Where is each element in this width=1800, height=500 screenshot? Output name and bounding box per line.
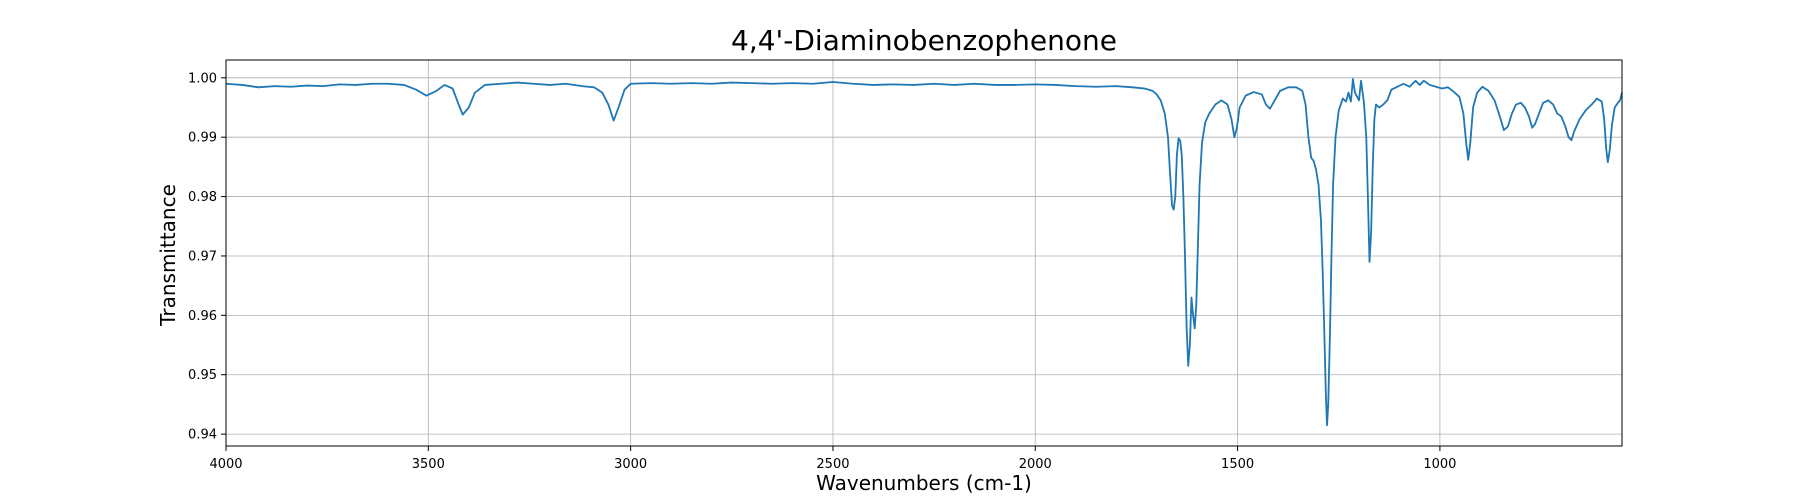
x-axis-title: Wavenumbers (cm-1) [816,471,1032,495]
x-tick-label: 2500 [816,457,849,472]
y-tick-label: 1.00 [188,71,217,86]
x-tick-label: 1500 [1221,457,1254,472]
y-axis-title: Transmittance [156,184,180,327]
x-tick-label: 4000 [209,457,242,472]
y-tick-label: 0.96 [188,309,217,324]
x-tick-label: 3500 [412,457,445,472]
y-tick-label: 0.94 [188,428,217,443]
x-tick-label: 2000 [1019,457,1052,472]
x-tick-label: 3000 [614,457,647,472]
y-tick-label: 0.99 [188,131,217,146]
y-tick-label: 0.97 [188,249,217,264]
chart-title: 4,4'-Diaminobenzophenone [731,24,1117,57]
y-tick-label: 0.95 [188,368,217,383]
plot-area: 4000 3500 3000 2500 2000 1500 1000 0.94 0.95 0.96… [188,59,1623,472]
plot-frame [225,59,1623,447]
x-tick-label: 1000 [1423,457,1456,472]
y-tick-label: 0.98 [188,190,217,205]
spectrum-line [225,78,1623,427]
